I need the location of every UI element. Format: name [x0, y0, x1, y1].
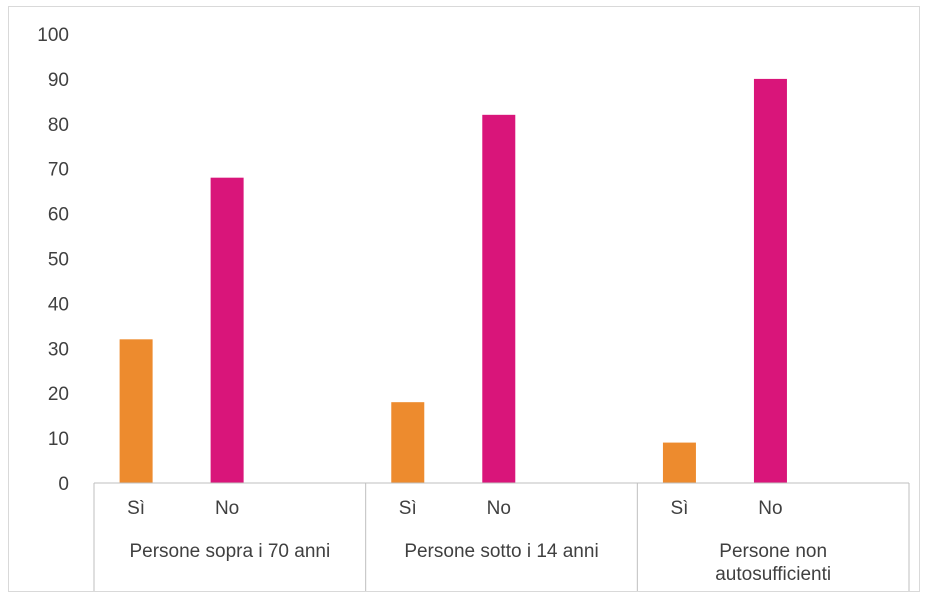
y-tick-label: 20: [48, 384, 69, 405]
y-tick-label: 10: [48, 429, 69, 450]
y-tick-label: 90: [48, 70, 69, 91]
bar-si: [119, 339, 153, 483]
bar-si: [662, 442, 696, 483]
x-category-label: Sì: [127, 498, 145, 519]
bars: [119, 78, 787, 484]
y-tick-label: 80: [48, 115, 69, 136]
x-group-label: Persone sotto i 14 anni: [404, 541, 598, 562]
x-category-label: No: [758, 498, 782, 519]
x-axis: Sì No Persone sopra i 70 anni Sì No Persone s…: [93, 482, 910, 591]
y-tick-label: 40: [48, 294, 69, 315]
bar-no: [753, 78, 787, 484]
bar-no: [210, 177, 244, 483]
x-category-label: Sì: [670, 498, 688, 519]
x-category-label: No: [487, 498, 511, 519]
x-group-label: Persone sopra i 70 anni: [129, 541, 330, 562]
chart-frame: 0 10 20 30 40 50 60 70 80 90 100 Sì No Persone sopra…: [8, 6, 920, 592]
y-tick-label: 100: [37, 25, 69, 46]
y-tick-label: 60: [48, 205, 69, 226]
x-category-label: Sì: [399, 498, 417, 519]
bar-no: [482, 114, 516, 483]
y-tick-label: 50: [48, 250, 69, 271]
y-axis: 0 10 20 30 40 50 60 70 80 90 100: [37, 25, 69, 495]
y-tick-label: 70: [48, 160, 69, 181]
x-group-label: Persone non: [719, 541, 827, 562]
y-tick-label: 30: [48, 339, 69, 360]
bar-chart: 0 10 20 30 40 50 60 70 80 90 100 Sì No Persone sopra…: [37, 25, 910, 591]
y-tick-label: 0: [58, 474, 69, 495]
bar-si: [391, 402, 425, 483]
x-group-label: autosufficienti: [715, 564, 831, 585]
x-category-label: No: [215, 498, 239, 519]
